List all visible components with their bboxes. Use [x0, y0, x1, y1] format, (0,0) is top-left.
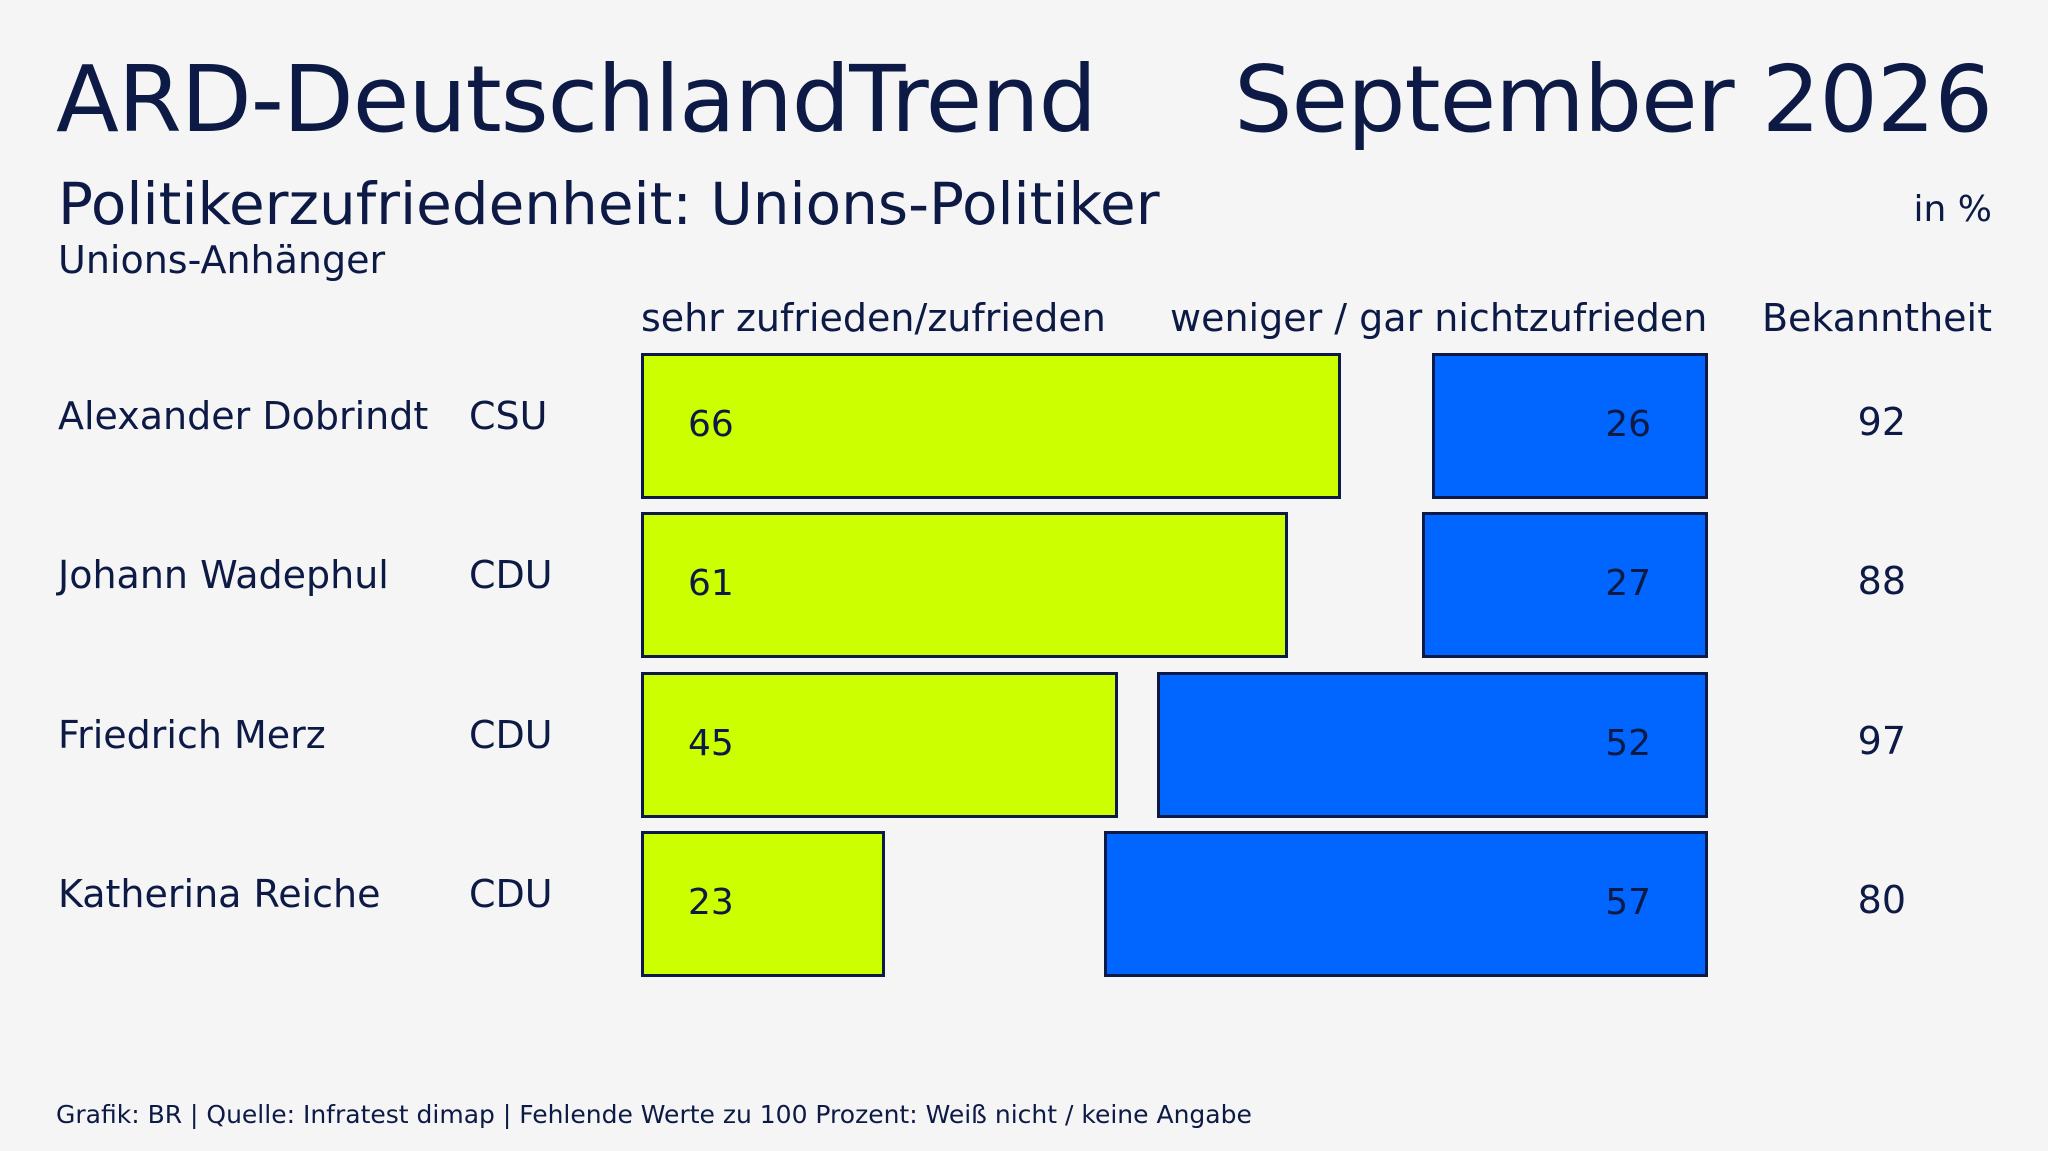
- bar-dissatisfied: 57: [1104, 831, 1708, 977]
- bar-satisfied: 23: [641, 831, 885, 977]
- chart-subtitle: Unions-Anhänger: [58, 238, 386, 282]
- chart-row: Alexander Dobrindt CSU 66 26 92: [0, 353, 2048, 499]
- column-header-awareness: Bekanntheit: [1761, 296, 1992, 340]
- chart-title: Politikerzufriedenheit: Unions-Politiker: [58, 170, 1160, 238]
- chart-row: Friedrich Merz CDU 45 52 97: [0, 672, 2048, 818]
- party-label: CDU: [469, 713, 553, 757]
- data-label-dissatisfied: 27: [1605, 563, 1651, 604]
- data-label-satisfied: 23: [688, 882, 734, 923]
- column-header-satisfied: sehr zufrieden/zufrieden: [641, 296, 1106, 340]
- column-header-dissatisfied: weniger / gar nichtzufrieden: [1170, 296, 1708, 340]
- data-label-satisfied: 61: [688, 563, 734, 604]
- party-label: CDU: [469, 872, 553, 916]
- awareness-value: 92: [1857, 400, 1906, 444]
- politician-name: Friedrich Merz: [58, 713, 326, 757]
- awareness-value: 88: [1857, 559, 1906, 603]
- bar-dissatisfied: 27: [1422, 512, 1708, 658]
- footer-source: Grafik: BR | Quelle: Infratest dimap | F…: [56, 1100, 1252, 1129]
- data-label-satisfied: 66: [688, 404, 734, 445]
- politician-name: Katherina Reiche: [58, 872, 381, 916]
- data-label-dissatisfied: 52: [1605, 723, 1651, 764]
- data-label-satisfied: 45: [688, 723, 734, 764]
- bar-dissatisfied: 52: [1157, 672, 1708, 818]
- politician-name: Johann Wadephul: [58, 553, 389, 597]
- party-label: CSU: [469, 394, 548, 438]
- data-label-dissatisfied: 57: [1605, 882, 1651, 923]
- brand-title: ARD-DeutschlandTrend: [56, 46, 1097, 153]
- unit-label: in %: [1913, 189, 1992, 230]
- awareness-value: 97: [1857, 719, 1906, 763]
- bar-dissatisfied: 26: [1432, 353, 1708, 499]
- politician-name: Alexander Dobrindt: [58, 394, 429, 438]
- survey-date: September 2026: [1234, 46, 1993, 153]
- chart-row: Johann Wadephul CDU 61 27 88: [0, 512, 2048, 658]
- bar-satisfied: 61: [641, 512, 1288, 658]
- awareness-value: 80: [1857, 878, 1906, 922]
- data-label-dissatisfied: 26: [1605, 404, 1651, 445]
- bar-satisfied: 45: [641, 672, 1118, 818]
- party-label: CDU: [469, 553, 553, 597]
- bar-satisfied: 66: [641, 353, 1341, 499]
- chart-row: Katherina Reiche CDU 23 57 80: [0, 831, 2048, 977]
